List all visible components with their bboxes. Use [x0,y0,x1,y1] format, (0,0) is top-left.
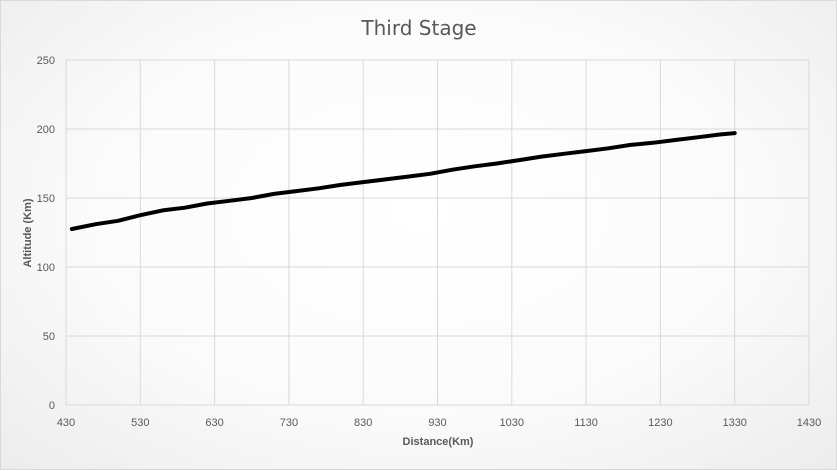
y-tick-label: 200 [37,124,55,136]
y-tick-label: 250 [37,55,55,67]
x-tick-label: 1030 [500,417,524,429]
x-tick-label: 1430 [797,417,821,429]
chart-title: Third Stage [360,16,476,40]
y-axis-label: Altitude (Km) [22,198,34,267]
y-tick-label: 0 [49,400,55,412]
x-tick-label: 730 [280,417,298,429]
y-tick-label: 150 [37,193,55,205]
x-tick-label: 430 [57,417,75,429]
x-tick-label: 930 [428,417,446,429]
series-line [69,131,737,231]
x-axis-label: Distance(Km) [403,436,474,448]
grid-lines [65,59,810,406]
x-tick-label: 630 [205,417,223,429]
x-tick-label: 1230 [648,417,672,429]
x-tick-label: 1330 [722,417,746,429]
x-tick-label: 530 [131,417,149,429]
tick-labels: 430 530 630 730 830 930 1030 1130 1230 1330 1430 0 5… [37,55,822,429]
series-layer [69,131,737,231]
x-tick-label: 1130 [574,417,598,429]
y-tick-label: 100 [37,262,55,274]
y-tick-label: 50 [43,331,55,343]
x-tick-label: 830 [354,417,372,429]
